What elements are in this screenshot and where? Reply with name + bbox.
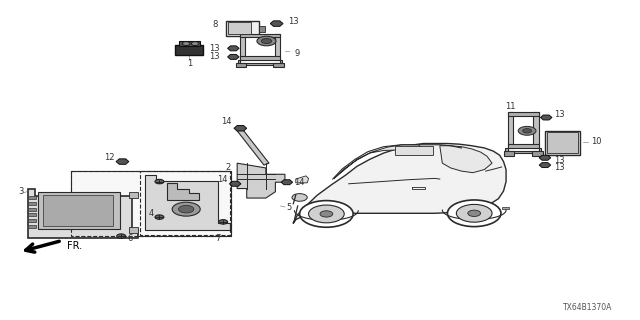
Bar	[28, 196, 36, 199]
Text: 3: 3	[19, 187, 24, 196]
Circle shape	[292, 194, 307, 201]
Text: 13: 13	[554, 110, 564, 119]
Polygon shape	[228, 46, 239, 51]
Text: 7: 7	[215, 234, 221, 243]
Bar	[38, 192, 120, 229]
Circle shape	[219, 220, 228, 224]
Text: 5: 5	[287, 203, 292, 212]
Bar	[28, 213, 36, 216]
Polygon shape	[532, 151, 543, 156]
Polygon shape	[334, 145, 422, 178]
Polygon shape	[145, 175, 230, 230]
Polygon shape	[508, 143, 539, 148]
Polygon shape	[273, 63, 284, 68]
Text: 6: 6	[127, 234, 133, 243]
Bar	[43, 195, 113, 226]
Bar	[226, 21, 259, 36]
Polygon shape	[508, 112, 539, 116]
Polygon shape	[281, 180, 292, 185]
Text: 1: 1	[187, 59, 192, 68]
Polygon shape	[534, 112, 539, 148]
Circle shape	[257, 36, 276, 46]
Bar	[129, 227, 138, 233]
Bar	[28, 219, 36, 222]
Text: 13: 13	[554, 156, 564, 165]
Polygon shape	[28, 188, 138, 238]
Bar	[502, 207, 509, 209]
Polygon shape	[116, 159, 129, 164]
Circle shape	[179, 205, 194, 213]
Text: TX64B1370A: TX64B1370A	[563, 303, 612, 312]
Bar	[140, 171, 230, 235]
Polygon shape	[237, 129, 269, 165]
Text: FR.: FR.	[67, 241, 82, 251]
Circle shape	[300, 201, 353, 227]
Bar	[28, 202, 36, 205]
Circle shape	[116, 234, 125, 238]
Polygon shape	[440, 146, 492, 173]
Text: 14: 14	[294, 178, 305, 187]
Bar	[28, 225, 36, 228]
Polygon shape	[167, 183, 199, 200]
Circle shape	[155, 215, 164, 219]
Bar	[395, 146, 433, 155]
Circle shape	[456, 204, 492, 222]
Polygon shape	[228, 54, 239, 60]
Circle shape	[182, 42, 190, 45]
Polygon shape	[234, 125, 246, 131]
Bar	[547, 132, 578, 153]
Text: 13: 13	[209, 52, 220, 61]
Text: 4: 4	[149, 209, 154, 219]
Bar	[175, 45, 204, 55]
Bar	[28, 208, 36, 211]
Circle shape	[172, 202, 200, 216]
Circle shape	[261, 38, 271, 44]
Polygon shape	[270, 21, 283, 26]
Polygon shape	[506, 148, 541, 153]
Text: 13: 13	[209, 44, 220, 53]
Polygon shape	[238, 60, 282, 65]
Polygon shape	[540, 155, 550, 160]
Circle shape	[155, 179, 164, 184]
Circle shape	[518, 126, 536, 135]
Text: 10: 10	[591, 137, 602, 147]
Polygon shape	[241, 34, 245, 60]
Polygon shape	[540, 115, 552, 120]
Circle shape	[191, 42, 199, 45]
Text: 14: 14	[221, 117, 232, 126]
Text: 11: 11	[505, 101, 516, 111]
Bar	[228, 22, 251, 34]
Bar	[259, 26, 265, 32]
Bar	[72, 171, 231, 236]
Circle shape	[447, 200, 501, 227]
Circle shape	[308, 205, 344, 223]
Polygon shape	[237, 163, 285, 198]
Polygon shape	[504, 151, 515, 156]
Polygon shape	[296, 176, 308, 183]
Circle shape	[320, 211, 333, 217]
Text: 9: 9	[294, 49, 300, 58]
Bar	[179, 41, 200, 46]
Bar	[72, 171, 231, 236]
Polygon shape	[230, 181, 241, 186]
Text: 12: 12	[104, 153, 115, 162]
Circle shape	[468, 210, 481, 216]
Circle shape	[523, 129, 532, 133]
Bar	[545, 131, 580, 155]
Text: 13: 13	[288, 17, 299, 26]
Text: 8: 8	[212, 20, 218, 29]
Polygon shape	[241, 34, 280, 37]
Text: 2: 2	[225, 164, 230, 172]
Polygon shape	[540, 163, 550, 168]
Bar	[129, 192, 138, 198]
Polygon shape	[241, 56, 280, 60]
Polygon shape	[293, 143, 506, 223]
Polygon shape	[275, 34, 280, 60]
Polygon shape	[236, 63, 246, 68]
Text: 13: 13	[554, 163, 564, 172]
Polygon shape	[508, 112, 513, 148]
Text: 14: 14	[217, 175, 228, 185]
